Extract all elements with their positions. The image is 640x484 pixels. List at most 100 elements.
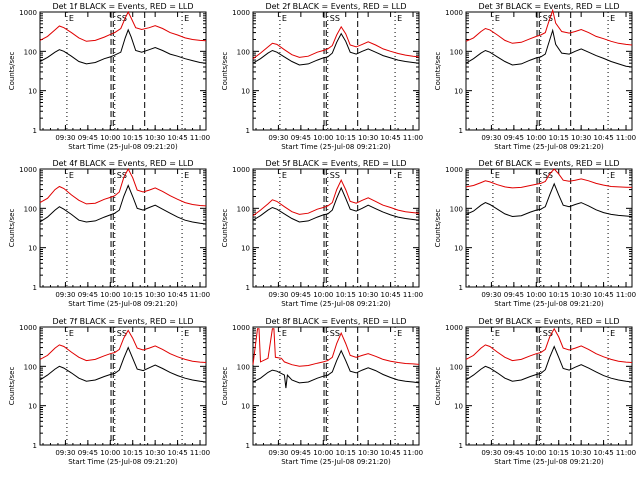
plot-frame [252, 326, 420, 446]
lld-series-line [465, 8, 633, 46]
region-marker-label: E [282, 171, 287, 180]
x-tick-label: 10:45 [593, 134, 613, 142]
y-tick-label: 1000 [445, 9, 463, 17]
y-tick-label: 100 [237, 48, 250, 56]
panel-title: Det 7f BLACK = Events, RED = LLD [52, 317, 193, 326]
panel-title: Det 4f BLACK = Events, RED = LLD [52, 159, 193, 168]
x-tick-label: 10:30 [358, 291, 378, 299]
panel-6: Det 6f BLACK = Events, RED = LLD 1 10 100 10… [434, 159, 636, 308]
x-axis-label: Start Time (25-Jul-08 09:21:20) [68, 300, 178, 308]
x-tick-label: 09:30 [55, 134, 75, 142]
plot-frame [39, 326, 207, 446]
plot-frame [465, 168, 633, 288]
x-axis-label: Start Time (25-Jul-08 09:21:20) [68, 143, 178, 151]
y-tick-label: 1 [459, 127, 463, 135]
x-tick-label: 09:45 [291, 449, 311, 457]
x-tick-label: 11:00 [616, 134, 636, 142]
x-axis-label: Start Time (25-Jul-08 09:21:20) [281, 300, 391, 308]
plot-frame [465, 11, 633, 131]
y-tick-label: 1000 [19, 324, 37, 332]
y-tick-label: 10 [454, 88, 463, 96]
y-tick-label: 100 [24, 363, 37, 371]
lld-series-line [252, 328, 420, 367]
y-tick-label: 1 [246, 442, 250, 450]
x-axis-label: Start Time (25-Jul-08 09:21:20) [494, 143, 604, 151]
x-tick-label: 10:15 [336, 449, 356, 457]
y-tick-label: 100 [24, 205, 37, 213]
x-tick-label: 10:30 [571, 449, 591, 457]
y-tick-label: 10 [28, 245, 37, 253]
x-tick-label: 09:45 [78, 291, 98, 299]
x-tick-label: 10:45 [380, 449, 400, 457]
x-tick-label: 11:00 [190, 291, 210, 299]
events-series-line [252, 186, 420, 223]
y-tick-label: 1 [33, 127, 37, 135]
x-tick-label: 10:30 [145, 134, 165, 142]
region-marker-label: E [397, 171, 402, 180]
x-axis-label: Start Time (25-Jul-08 09:21:20) [281, 143, 391, 151]
panel-9: Det 9f BLACK = Events, RED = LLD 1 10 100 10… [434, 317, 636, 466]
plot-frame [39, 11, 207, 131]
region-marker-label: SS [117, 329, 127, 338]
panel-7: Det 7f BLACK = Events, RED = LLD 1 10 100 10… [8, 317, 210, 466]
region-marker-label: SS [330, 329, 340, 338]
region-marker-label: SS [117, 171, 127, 180]
y-axis-label: Counts/sec [221, 367, 229, 406]
region-marker-label: SS [543, 171, 553, 180]
events-series-line [465, 28, 633, 68]
lld-series-line [252, 179, 420, 217]
lld-series-line [39, 167, 207, 207]
panel-title: Det 2f BLACK = Events, RED = LLD [265, 2, 406, 11]
panel-3: Det 3f BLACK = Events, RED = LLD 1 10 100 10… [434, 2, 636, 151]
x-tick-label: 10:30 [358, 449, 378, 457]
x-tick-label: 09:30 [481, 134, 501, 142]
x-tick-label: 11:00 [403, 134, 423, 142]
y-tick-label: 100 [450, 363, 463, 371]
x-tick-label: 10:15 [549, 134, 569, 142]
x-tick-label: 11:00 [190, 449, 210, 457]
x-tick-label: 10:00 [526, 134, 546, 142]
x-tick-label: 11:00 [190, 134, 210, 142]
y-tick-label: 1000 [232, 324, 250, 332]
x-tick-label: 10:45 [380, 291, 400, 299]
region-marker-label: SS [330, 171, 340, 180]
x-tick-label: 10:15 [123, 291, 143, 299]
y-axis-label: Counts/sec [434, 209, 442, 248]
y-tick-label: 1000 [19, 9, 37, 17]
y-tick-label: 10 [28, 88, 37, 96]
panel-title: Det 3f BLACK = Events, RED = LLD [478, 2, 619, 11]
events-series-line [39, 346, 207, 383]
x-tick-label: 10:45 [380, 134, 400, 142]
x-tick-label: 10:30 [358, 134, 378, 142]
x-tick-label: 09:30 [481, 449, 501, 457]
x-tick-label: 09:30 [268, 134, 288, 142]
x-tick-label: 09:45 [504, 291, 524, 299]
y-axis-label: Counts/sec [221, 209, 229, 248]
region-marker-label: SS [543, 14, 553, 23]
x-tick-label: 10:15 [549, 449, 569, 457]
region-marker-label: E [69, 329, 74, 338]
x-tick-label: 10:30 [145, 291, 165, 299]
x-tick-label: 11:00 [403, 449, 423, 457]
plot-frame [252, 168, 420, 288]
y-tick-label: 10 [241, 245, 250, 253]
lld-series-line [465, 327, 633, 363]
region-marker-label: E [610, 329, 615, 338]
x-tick-label: 09:45 [291, 291, 311, 299]
panel-title: Det 6f BLACK = Events, RED = LLD [478, 159, 619, 168]
y-tick-label: 100 [237, 363, 250, 371]
y-axis-label: Counts/sec [8, 209, 16, 248]
x-tick-label: 10:45 [167, 291, 187, 299]
y-axis-label: Counts/sec [434, 52, 442, 91]
panel-4: Det 4f BLACK = Events, RED = LLD 1 10 100 10… [8, 159, 210, 308]
panel-2: Det 2f BLACK = Events, RED = LLD 1 10 100 10… [221, 2, 423, 151]
x-tick-label: 10:15 [123, 134, 143, 142]
x-tick-label: 10:00 [100, 134, 120, 142]
events-series-line [252, 349, 420, 389]
panel-5: Det 5f BLACK = Events, RED = LLD 1 10 100 10… [221, 159, 423, 308]
y-tick-label: 10 [454, 403, 463, 411]
x-tick-label: 10:45 [593, 291, 613, 299]
x-tick-label: 11:00 [616, 291, 636, 299]
